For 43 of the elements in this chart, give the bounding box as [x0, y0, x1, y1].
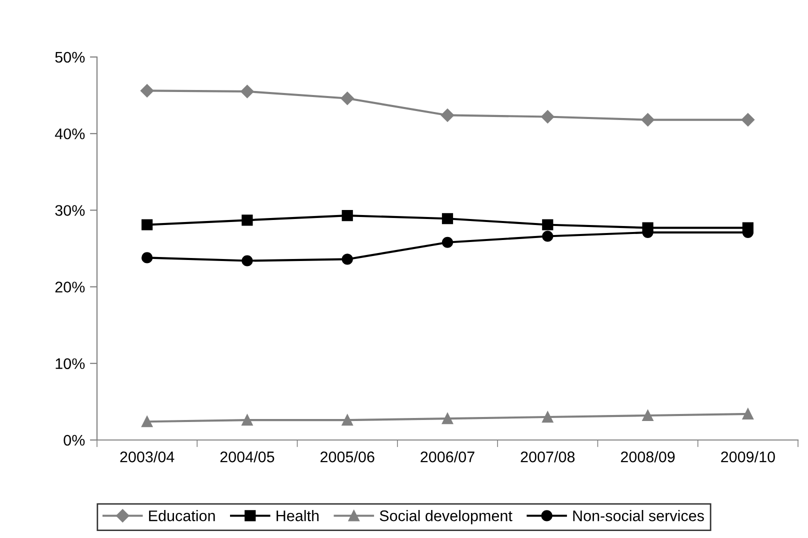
x-tick-label: 2005/06 [320, 451, 374, 462]
x-tick-label: 2008/09 [620, 451, 675, 462]
y-tick-label: 40% [54, 128, 85, 140]
y-tick-label: 50% [55, 52, 85, 63]
point [140, 84, 154, 98]
legend-label: Social development [380, 510, 512, 524]
point [442, 213, 454, 224]
point [242, 414, 253, 426]
x-tick-label: 2004/05 [220, 451, 274, 462]
point [142, 219, 153, 230]
x-tick-label: 2007/08 [520, 451, 575, 462]
point [542, 230, 554, 242]
point [142, 416, 153, 428]
y-tick-label: 30% [55, 205, 85, 216]
point [342, 414, 353, 426]
legend-label: Education [149, 510, 215, 522]
y-tick-label: 20% [55, 282, 85, 292]
point [742, 408, 754, 420]
x-tick-label: 2009/10 [721, 451, 775, 462]
point [442, 412, 454, 424]
point [342, 210, 353, 222]
x-tick-label: 2006/07 [420, 451, 474, 462]
point [242, 255, 253, 266]
legend-label: Non-social services [573, 510, 704, 522]
point [642, 410, 654, 422]
x-tick-label: 2003/04 [120, 451, 174, 462]
point [340, 92, 354, 105]
point [442, 236, 454, 248]
point [542, 411, 554, 423]
point [742, 222, 754, 234]
y-tick-label: 0% [64, 434, 85, 446]
point [541, 110, 554, 124]
point [142, 252, 153, 264]
point [240, 84, 254, 98]
point [440, 108, 454, 122]
y-tick-label: 10% [56, 358, 85, 370]
point [242, 214, 253, 226]
point [342, 254, 353, 265]
point [641, 113, 654, 126]
point [741, 113, 755, 126]
point [542, 219, 554, 230]
legend-label: Health [276, 510, 319, 522]
point [642, 222, 654, 234]
